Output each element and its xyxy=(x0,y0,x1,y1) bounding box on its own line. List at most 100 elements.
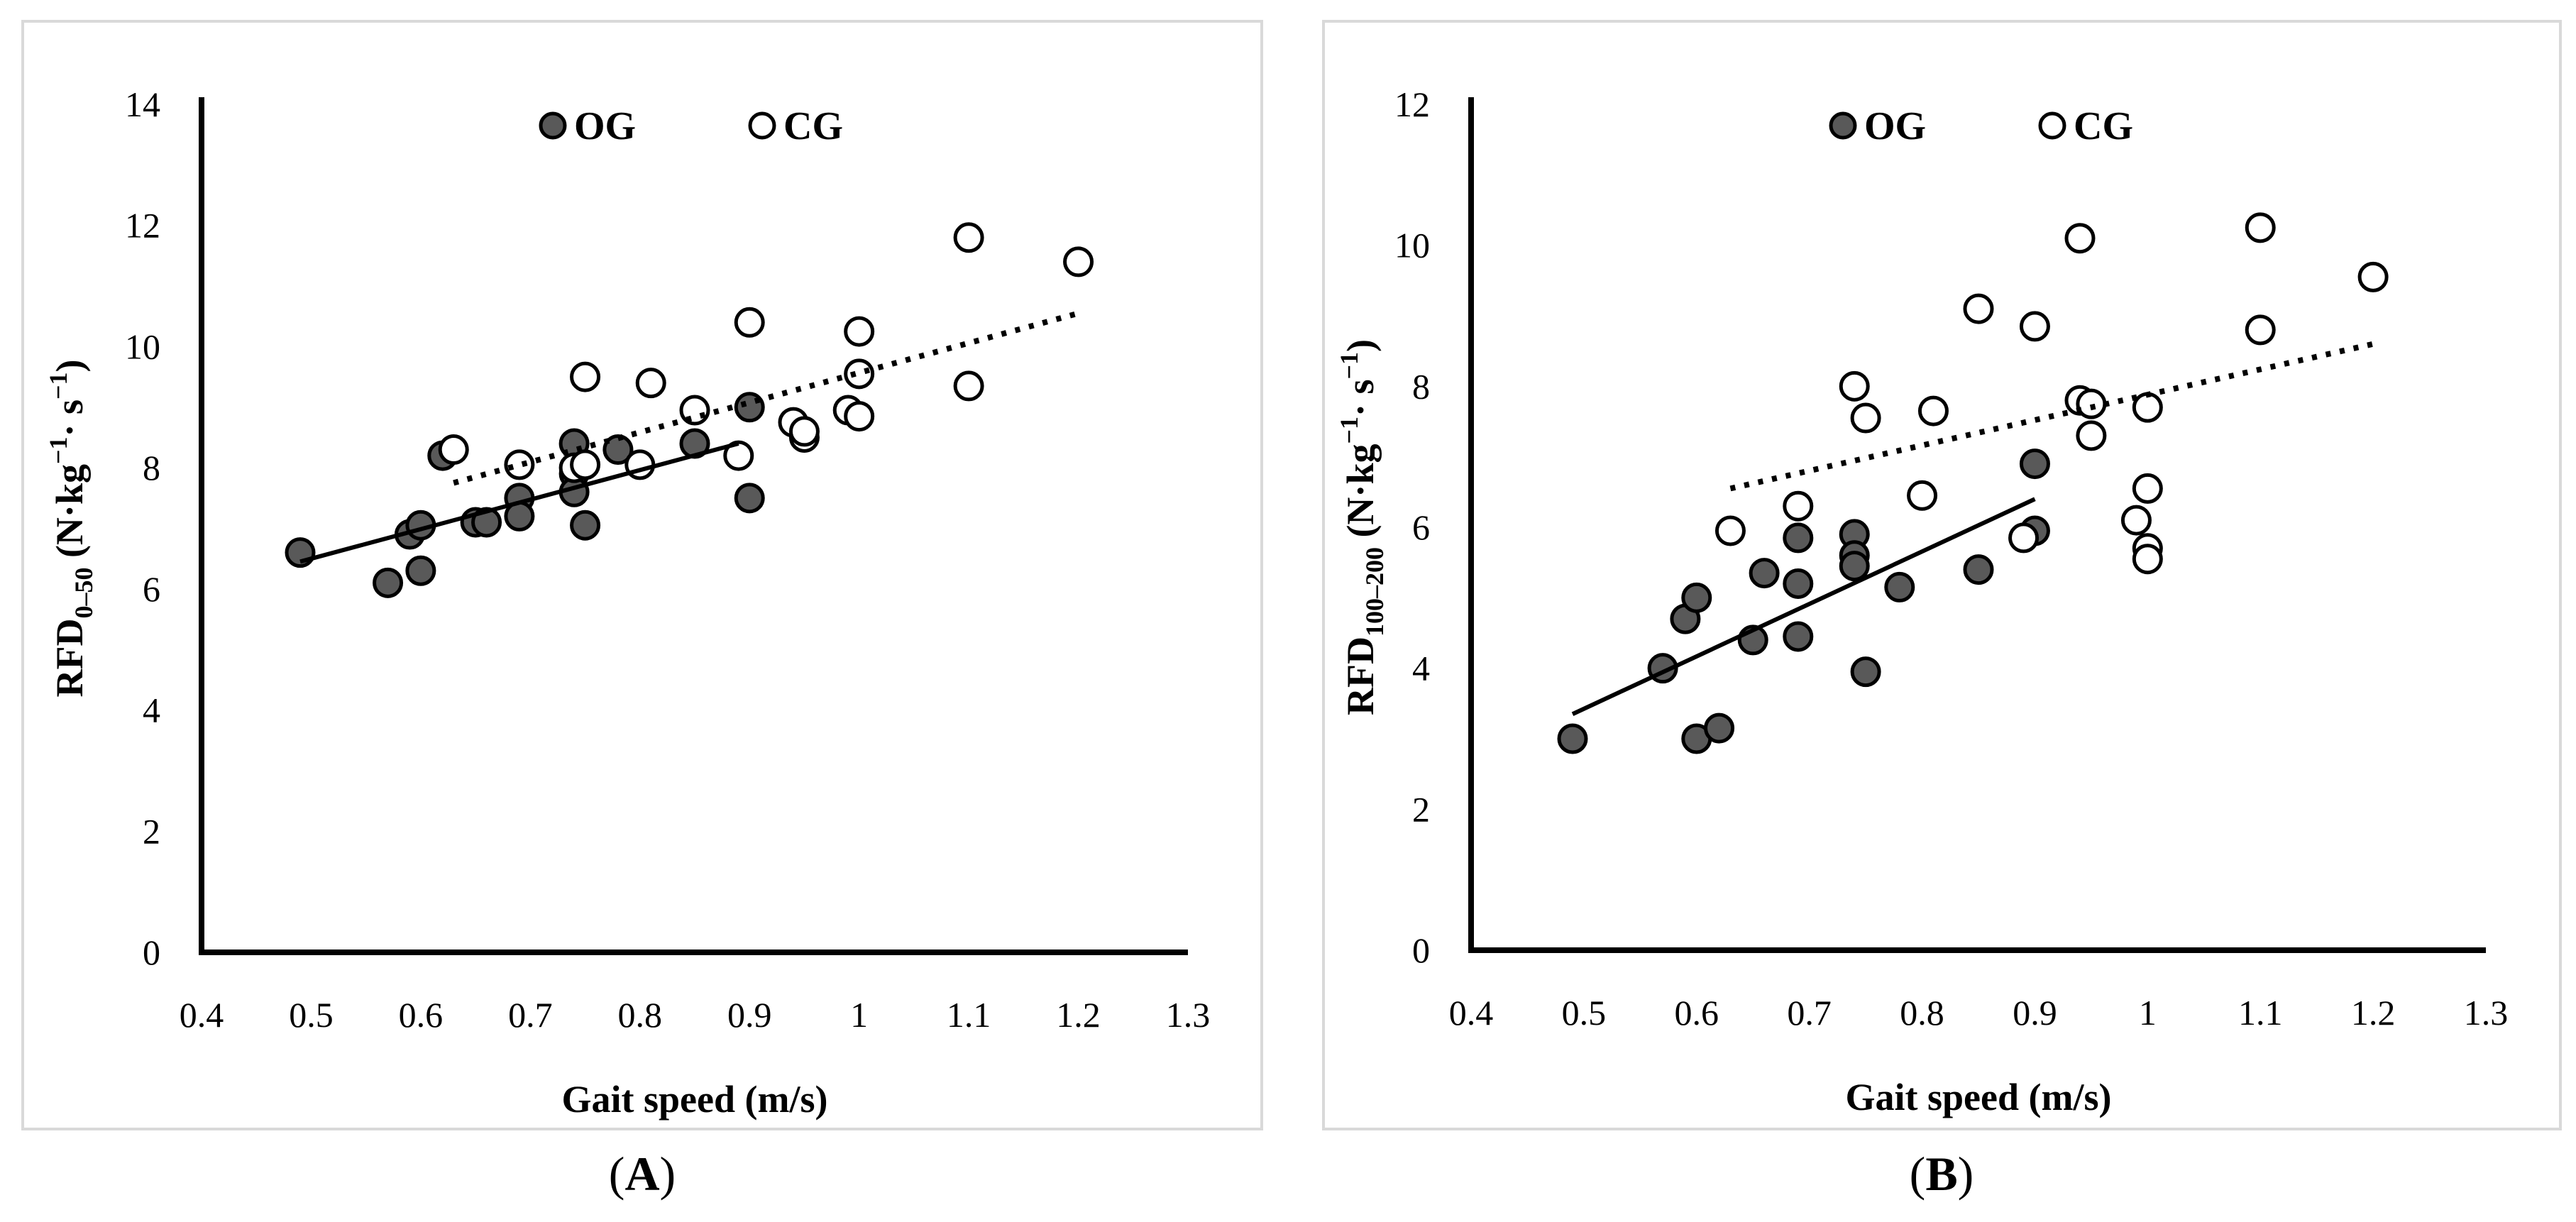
chart-a-y-tick-label: 4 xyxy=(143,690,160,730)
chart-panel-b: 0 2 4 6 8 10 12 0.4 0.5 0.6 0.7 0.8 0.9 1 1.1 1.2 1.3 Gai… xyxy=(1322,20,2562,1130)
chart-b-point-cg xyxy=(2076,420,2107,451)
chart-b-x-tick-label: 0.6 xyxy=(1675,993,1719,1033)
chart-b-x-tick-label: 0.4 xyxy=(1449,993,1494,1033)
chart-a-y-tick-label: 14 xyxy=(125,84,160,124)
chart-b-x-axis-label: Gait speed (m/s) xyxy=(1846,1076,2112,1118)
caption-b: (B) xyxy=(1909,1147,1974,1201)
chart-b-x-tick-label: 1.1 xyxy=(2238,993,2283,1033)
chart-b-point-cg xyxy=(1917,395,1949,426)
chart-b-point-cg xyxy=(2120,505,2152,536)
chart-a-y-tick-label: 8 xyxy=(143,448,160,488)
chart-b-x-tick-label: 1.2 xyxy=(2351,993,2396,1033)
chart-a-trendline-cg xyxy=(453,310,1079,486)
chart-b-point-og xyxy=(1839,551,1870,582)
chart-a-point-og xyxy=(570,510,601,541)
caption-b-label: B xyxy=(1925,1147,1958,1201)
chart-b-point-og xyxy=(1681,582,1712,613)
chart-b-point-og xyxy=(2019,448,2050,480)
chart-b-y-tick-label: 10 xyxy=(1394,226,1430,265)
chart-b-point-cg xyxy=(2132,544,2163,575)
caption-a-label: A xyxy=(624,1147,660,1201)
chart-b-point-og xyxy=(1749,558,1780,589)
chart-b-y-tick-label: 8 xyxy=(1412,366,1430,406)
chart-a-x-tick-label: 1.3 xyxy=(1166,995,1211,1035)
chart-b-svg: 0 2 4 6 8 10 12 0.4 0.5 0.6 0.7 0.8 0.9 1 1.1 1.2 1.3 Gai… xyxy=(1335,84,2509,1118)
chart-a-legend-label-og: OG xyxy=(574,104,636,148)
chart-a-point-cg xyxy=(723,440,754,471)
chart-b-point-og xyxy=(1884,571,1915,602)
chart-a-y-tick-label: 10 xyxy=(125,326,160,366)
chart-b-x-tick-label: 0.5 xyxy=(1562,993,1607,1033)
chart-b-legend-label-cg: CG xyxy=(2074,104,2133,148)
chart-a-point-cg xyxy=(570,361,601,392)
caption-a: (A) xyxy=(608,1147,676,1201)
chart-b-point-cg xyxy=(1850,402,1881,434)
chart-a-y-axis-label: RFD0–50 (N·kg−1· s−1) xyxy=(44,359,98,697)
chart-b-point-og xyxy=(1850,656,1881,688)
chart-a-x-tick-label: 0.5 xyxy=(289,995,334,1035)
chart-a-point-cg xyxy=(844,401,875,432)
chart-a-point-cg xyxy=(679,395,710,426)
chart-b-point-cg xyxy=(2357,261,2389,292)
chart-b-point-og xyxy=(1963,554,1994,585)
chart-b-point-og xyxy=(1783,568,1814,599)
chart-a-legend-label-cg: CG xyxy=(783,104,843,148)
chart-b-point-og xyxy=(1783,621,1814,652)
chart-b-trendline-og xyxy=(1571,497,2036,716)
chart-b-point-cg xyxy=(1907,480,1938,511)
chart-b-point-cg xyxy=(2064,223,2096,254)
chart-b-trendline-cg xyxy=(1729,341,2374,492)
chart-b-y-tick-label: 2 xyxy=(1412,789,1430,829)
chart-a-x-tick-label: 1.1 xyxy=(947,995,991,1035)
chart-a-x-tick-label: 1 xyxy=(850,995,868,1035)
chart-a-trendline-og xyxy=(299,441,739,564)
chart-b-point-cg xyxy=(2245,314,2276,346)
chart-b-point-cg xyxy=(2019,311,2050,342)
chart-b-point-cg xyxy=(2076,388,2107,419)
chart-b-point-cg xyxy=(2008,522,2040,554)
chart-b-legend-marker-og xyxy=(1829,111,1857,140)
chart-b-legend-label-og: OG xyxy=(1864,104,1926,148)
chart-b-x-tick-label: 0.8 xyxy=(1900,993,1944,1033)
chart-a-point-cg xyxy=(570,449,601,480)
chart-b-point-cg xyxy=(2132,392,2163,423)
chart-a-point-cg xyxy=(953,222,984,253)
chart-a-point-og xyxy=(471,507,502,538)
chart-b-point-cg xyxy=(1963,293,1994,324)
chart-b-legend-marker-cg xyxy=(2038,111,2066,140)
chart-b-point-cg xyxy=(2132,473,2163,504)
chart-b-x-tick-label: 1.3 xyxy=(2464,993,2509,1033)
chart-a-x-tick-label: 0.4 xyxy=(180,995,224,1035)
chart-b-y-axis-label: RFD100–200 (N·kg−1· s−1) xyxy=(1335,339,1389,715)
chart-a-point-og xyxy=(734,483,765,514)
chart-a-y-tick-label: 0 xyxy=(143,932,160,972)
chart-b-point-og xyxy=(1783,522,1814,554)
chart-b-y-tick-label: 12 xyxy=(1394,84,1430,124)
chart-a-point-cg xyxy=(504,449,535,480)
chart-a-point-cg xyxy=(844,316,875,347)
chart-a-x-tick-label: 1.2 xyxy=(1056,995,1101,1035)
chart-b-x-tick-label: 1 xyxy=(2139,993,2157,1033)
chart-a-point-cg xyxy=(438,434,469,466)
chart-a-y-tick-label: 6 xyxy=(143,569,160,609)
chart-b-x-tick-label: 0.7 xyxy=(1787,993,1832,1033)
chart-b-x-tick-label: 0.9 xyxy=(2013,993,2057,1033)
chart-b-y-tick-label: 6 xyxy=(1412,507,1430,547)
chart-a-x-axis-label: Gait speed (m/s) xyxy=(562,1078,828,1121)
chart-a-y-tick-label: 12 xyxy=(125,206,160,246)
chart-a-point-cg xyxy=(844,358,875,390)
chart-a-legend-marker-cg xyxy=(748,111,776,140)
chart-a-x-tick-label: 0.7 xyxy=(508,995,553,1035)
chart-a-point-cg xyxy=(734,307,765,338)
chart-a-point-og xyxy=(373,567,404,598)
chart-panel-a: 0 2 4 6 8 10 12 14 0.4 0.5 0.6 0.7 0.8 0.9 1 1.1 1.2 1.3 G… xyxy=(21,20,1263,1130)
chart-b-point-cg xyxy=(1714,515,1746,546)
chart-a-y-tick-label: 2 xyxy=(143,811,160,851)
chart-b-point-og xyxy=(1557,723,1588,754)
chart-b-y-tick-label: 4 xyxy=(1412,649,1430,688)
chart-a-point-og xyxy=(405,555,436,586)
chart-a-point-cg xyxy=(635,368,666,399)
chart-b-point-cg xyxy=(1839,370,1870,402)
chart-b-y-tick-label: 0 xyxy=(1412,930,1430,970)
chart-a-point-cg xyxy=(788,416,820,447)
